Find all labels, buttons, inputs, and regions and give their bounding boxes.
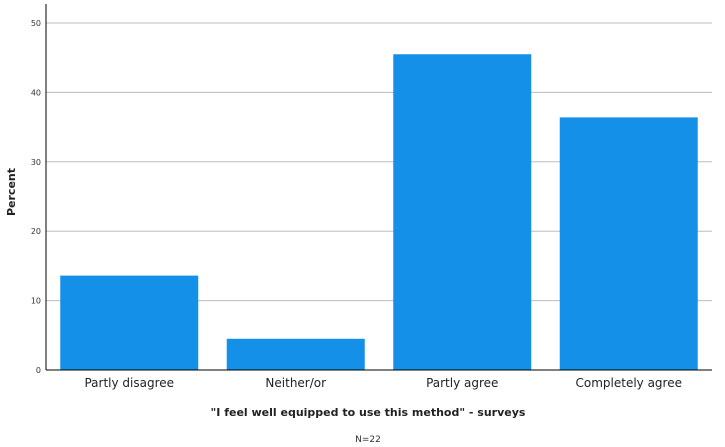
x-tick-label: Completely agree [576, 376, 683, 390]
bar [60, 275, 199, 370]
y-tick-label: 50 [31, 19, 41, 28]
y-axis-title: Percent [5, 168, 18, 216]
axes: 0 10 20 30 40 50 Partly disagree Neither/or Part… [31, 4, 712, 390]
bar [559, 117, 698, 370]
bar [393, 54, 532, 370]
y-tick-label: 40 [31, 88, 41, 97]
x-tick-label: Partly disagree [84, 376, 174, 390]
y-tick-label: 0 [36, 366, 41, 375]
bar [226, 338, 365, 370]
y-tick-label: 10 [31, 297, 41, 306]
bars [60, 54, 698, 370]
x-tick-label: Neither/or [265, 376, 326, 390]
x-tick-label: Partly agree [426, 376, 498, 390]
y-tick-label: 30 [31, 158, 41, 167]
sample-size-note: N=22 [355, 435, 381, 445]
x-axis-title: "I feel well equipped to use this method… [211, 406, 526, 419]
y-tick-label: 20 [31, 227, 41, 236]
